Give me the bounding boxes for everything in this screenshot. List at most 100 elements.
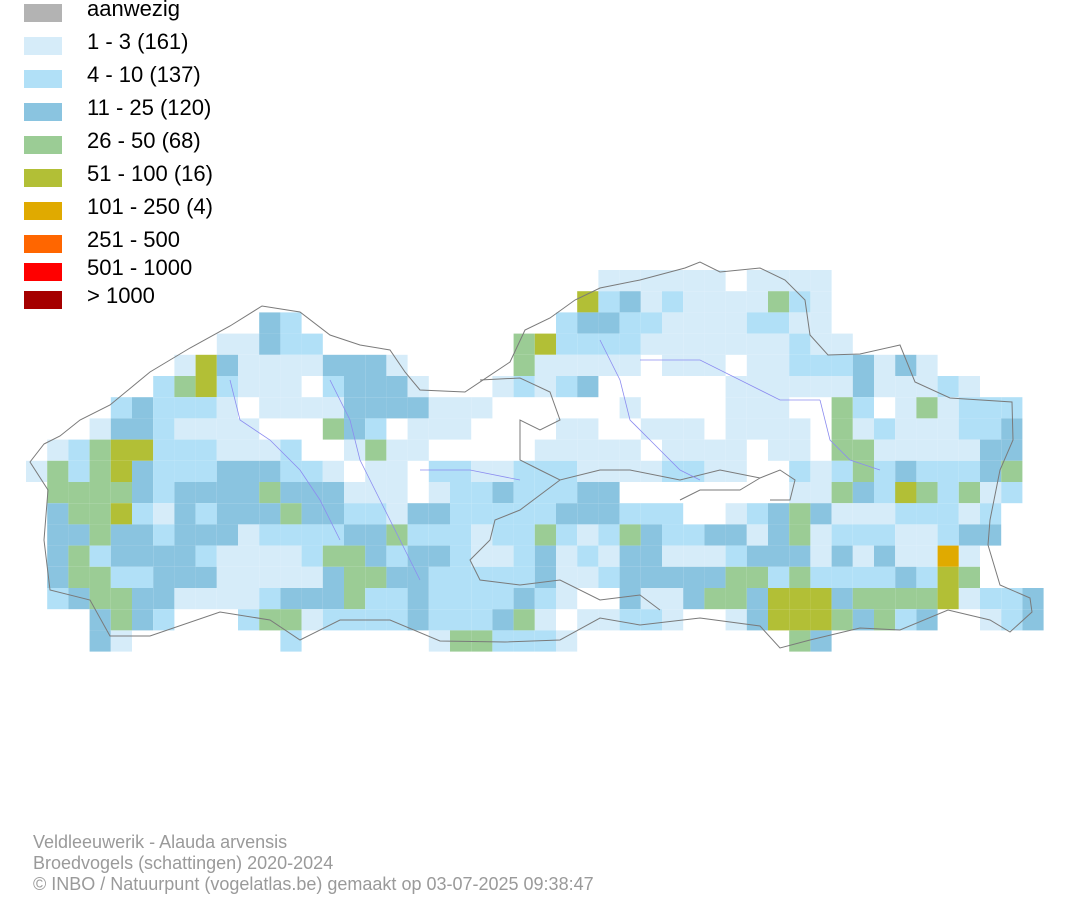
grid-cell [810,270,832,292]
legend-label: 251 - 500 [87,227,180,252]
grid-cell [1001,609,1023,631]
grid-cell [344,588,366,610]
grid-cell [958,439,980,461]
grid-cell [916,566,938,588]
grid-cell [428,482,450,504]
grid-cell [937,397,959,419]
grid-cell [704,333,726,355]
grid-cell [874,566,896,588]
grid-cell [598,503,620,525]
grid-cell [937,482,959,504]
grid-cell [556,376,578,398]
grid-cell [810,333,832,355]
grid-cell [831,482,853,504]
grid-cell [640,418,662,440]
grid-cell [174,376,196,398]
grid-cell [386,524,408,546]
grid-cell [238,460,260,482]
grid-cell [195,460,217,482]
grid-cell [746,566,768,588]
grid-cell [280,354,302,376]
grid-cell [810,503,832,525]
grid-cell [259,312,281,334]
grid-cell [874,418,896,440]
grid-cell [280,482,302,504]
grid-cell [916,354,938,376]
grid-cell [810,545,832,567]
grid-cell [725,503,747,525]
grid-cell [216,545,238,567]
grid-cell [662,270,684,292]
grid-cell [344,354,366,376]
grid-cell [89,566,111,588]
grid-cell [344,418,366,440]
grid-cell [471,588,493,610]
river [229,379,341,541]
grid-cell [556,418,578,440]
grid-cell [534,566,556,588]
grid-cell [980,460,1002,482]
grid-cell [386,397,408,419]
grid-cell [937,545,959,567]
grid-cell [407,503,429,525]
grid-cell [259,566,281,588]
grid-cell [958,397,980,419]
grid-cell [746,291,768,313]
grid-cell [344,524,366,546]
grid-cell [852,418,874,440]
grid-cell [174,588,196,610]
grid-cell [301,397,323,419]
grid-cell [110,545,132,567]
legend-swatch [24,291,62,309]
grid-cell [259,397,281,419]
grid-cell [556,312,578,334]
grid-cell [662,524,684,546]
grid-cell [322,609,344,631]
grid-cell [916,503,938,525]
grid-cell [68,524,90,546]
grid-cell [132,460,154,482]
grid-cell [916,482,938,504]
grid-cell [301,354,323,376]
grid-cell [132,545,154,567]
grid-cell [174,566,196,588]
grid-cell [195,503,217,525]
grid-cell [937,418,959,440]
grid-cell [322,566,344,588]
grid-cell [556,566,578,588]
grid-cell [68,503,90,525]
grid-cell [874,524,896,546]
grid-cell [132,609,154,631]
grid-cell [407,545,429,567]
grid-cell [831,439,853,461]
grid-cell [662,354,684,376]
grid-cell [110,566,132,588]
grid-cell [640,312,662,334]
grid-cell [895,566,917,588]
grid-cell [386,545,408,567]
grid-cell [471,524,493,546]
grid-cell [577,439,599,461]
legend-label: 26 - 50 (68) [87,128,201,153]
grid-cell [386,588,408,610]
grid-cell [259,460,281,482]
grid-cell [322,588,344,610]
grid-cell [195,545,217,567]
grid-cell [746,588,768,610]
grid-cell [110,460,132,482]
grid-cell [47,545,69,567]
grid-cell [958,418,980,440]
legend-swatch [24,70,62,88]
grid-cell [768,312,790,334]
grid-cell [280,439,302,461]
grid-cell [216,439,238,461]
grid-cell [68,482,90,504]
grid-cell [640,545,662,567]
grid-cell [916,609,938,631]
legend-swatch [24,4,62,22]
grid-cell [704,354,726,376]
grid-cell [683,545,705,567]
grid-cell [683,354,705,376]
grid-cell [195,376,217,398]
grid-cell [280,397,302,419]
